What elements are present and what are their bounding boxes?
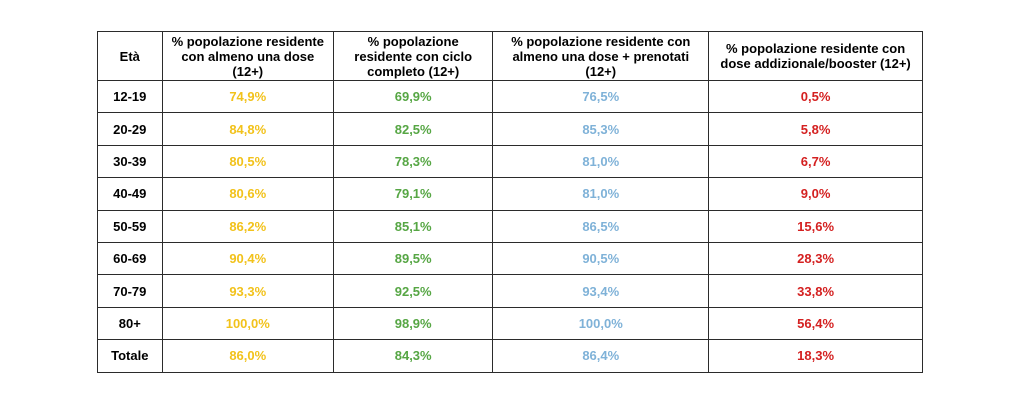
cell-booked: 86,5%: [492, 209, 710, 243]
cell-complete: 98,9%: [332, 306, 494, 341]
cell-booked: 85,3%: [492, 112, 710, 146]
table-row: 70-79 93,3% 92,5% 93,4% 33,8%: [97, 274, 923, 308]
header-age: Età: [97, 31, 163, 81]
cell-age: 50-59: [97, 209, 163, 243]
cell-complete: 85,1%: [332, 209, 494, 243]
cell-complete: 82,5%: [332, 112, 494, 146]
cell-complete: 69,9%: [332, 79, 494, 114]
cell-age: 30-39: [97, 144, 163, 179]
cell-age: 40-49: [97, 177, 163, 211]
table-row: 50-59 86,2% 85,1% 86,5% 15,6%: [97, 209, 923, 243]
table-row: 40-49 80,6% 79,1% 81,0% 9,0%: [97, 177, 923, 211]
cell-booked: 76,5%: [492, 79, 710, 114]
cell-dose1: 93,3%: [161, 274, 335, 308]
cell-booked: 93,4%: [492, 274, 710, 308]
cell-complete: 84,3%: [332, 339, 494, 373]
cell-complete: 89,5%: [332, 241, 494, 276]
cell-age: Totale: [97, 339, 163, 373]
cell-age: 80+: [97, 306, 163, 341]
cell-age: 12-19: [97, 79, 163, 114]
cell-booster: 15,6%: [708, 209, 923, 243]
cell-age: 20-29: [97, 112, 163, 146]
table-row: 60-69 90,4% 89,5% 90,5% 28,3%: [97, 241, 923, 276]
cell-age: 60-69: [97, 241, 163, 276]
cell-booster: 6,7%: [708, 144, 923, 179]
table-row: 30-39 80,5% 78,3% 81,0% 6,7%: [97, 144, 923, 179]
cell-dose1: 100,0%: [161, 306, 335, 341]
header-booked: % popolazione residente con almeno una d…: [492, 31, 710, 81]
cell-booked: 81,0%: [492, 177, 710, 211]
table-body: 12-19 74,9% 69,9% 76,5% 0,5% 20-29 84,8% 82,5% 8…: [97, 79, 923, 373]
table-row: Totale 86,0% 84,3% 86,4% 18,3%: [97, 339, 923, 373]
cell-booked: 81,0%: [492, 144, 710, 179]
header-booster: % popolazione residente con dose addizio…: [708, 31, 923, 81]
cell-booster: 28,3%: [708, 241, 923, 276]
header-complete: % popolazione residente con ciclo comple…: [332, 31, 494, 81]
cell-booster: 33,8%: [708, 274, 923, 308]
cell-booked: 86,4%: [492, 339, 710, 373]
cell-dose1: 80,5%: [161, 144, 335, 179]
cell-complete: 92,5%: [332, 274, 494, 308]
cell-complete: 78,3%: [332, 144, 494, 179]
cell-dose1: 86,2%: [161, 209, 335, 243]
header-dose1: % popolazione residente con almeno una d…: [161, 31, 335, 81]
table-row: 12-19 74,9% 69,9% 76,5% 0,5%: [97, 79, 923, 114]
vaccination-coverage-table: Età % popolazione residente con almeno u…: [97, 31, 923, 373]
cell-booster: 18,3%: [708, 339, 923, 373]
cell-complete: 79,1%: [332, 177, 494, 211]
cell-dose1: 74,9%: [161, 79, 335, 114]
cell-dose1: 90,4%: [161, 241, 335, 276]
cell-booster: 9,0%: [708, 177, 923, 211]
cell-booked: 100,0%: [492, 306, 710, 341]
cell-dose1: 80,6%: [161, 177, 335, 211]
cell-booster: 5,8%: [708, 112, 923, 146]
header-row: Età % popolazione residente con almeno u…: [97, 31, 923, 81]
table-row: 80+ 100,0% 98,9% 100,0% 56,4%: [97, 306, 923, 341]
table-row: 20-29 84,8% 82,5% 85,3% 5,8%: [97, 112, 923, 146]
cell-dose1: 84,8%: [161, 112, 335, 146]
cell-age: 70-79: [97, 274, 163, 308]
cell-dose1: 86,0%: [161, 339, 335, 373]
cell-booster: 56,4%: [708, 306, 923, 341]
cell-booked: 90,5%: [492, 241, 710, 276]
cell-booster: 0,5%: [708, 79, 923, 114]
